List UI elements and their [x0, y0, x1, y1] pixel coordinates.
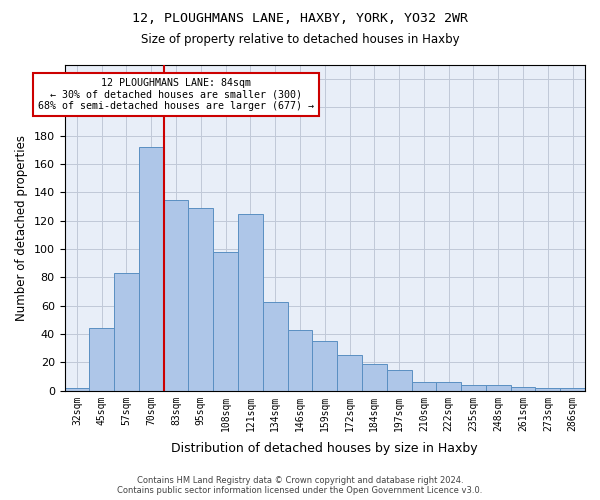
Bar [511, 386, 535, 391]
Bar [436, 382, 461, 391]
Bar [535, 388, 560, 391]
Bar [114, 273, 139, 391]
X-axis label: Distribution of detached houses by size in Haxby: Distribution of detached houses by size … [172, 442, 478, 455]
Bar [412, 382, 436, 391]
Bar [461, 385, 486, 391]
Text: 12, PLOUGHMANS LANE, HAXBY, YORK, YO32 2WR: 12, PLOUGHMANS LANE, HAXBY, YORK, YO32 2… [132, 12, 468, 26]
Text: 12 PLOUGHMANS LANE: 84sqm
← 30% of detached houses are smaller (300)
68% of semi: 12 PLOUGHMANS LANE: 84sqm ← 30% of detac… [38, 78, 314, 111]
Text: Contains HM Land Registry data © Crown copyright and database right 2024.
Contai: Contains HM Land Registry data © Crown c… [118, 476, 482, 495]
Text: Size of property relative to detached houses in Haxby: Size of property relative to detached ho… [140, 32, 460, 46]
Bar [139, 147, 164, 391]
Bar [188, 208, 213, 391]
Bar [387, 370, 412, 391]
Bar [65, 388, 89, 391]
Bar [337, 356, 362, 391]
Bar [89, 328, 114, 391]
Bar [263, 302, 287, 391]
Bar [560, 388, 585, 391]
Bar [213, 252, 238, 391]
Bar [313, 341, 337, 391]
Y-axis label: Number of detached properties: Number of detached properties [15, 135, 28, 321]
Bar [362, 364, 387, 391]
Bar [287, 330, 313, 391]
Bar [238, 214, 263, 391]
Bar [164, 200, 188, 391]
Bar [486, 385, 511, 391]
